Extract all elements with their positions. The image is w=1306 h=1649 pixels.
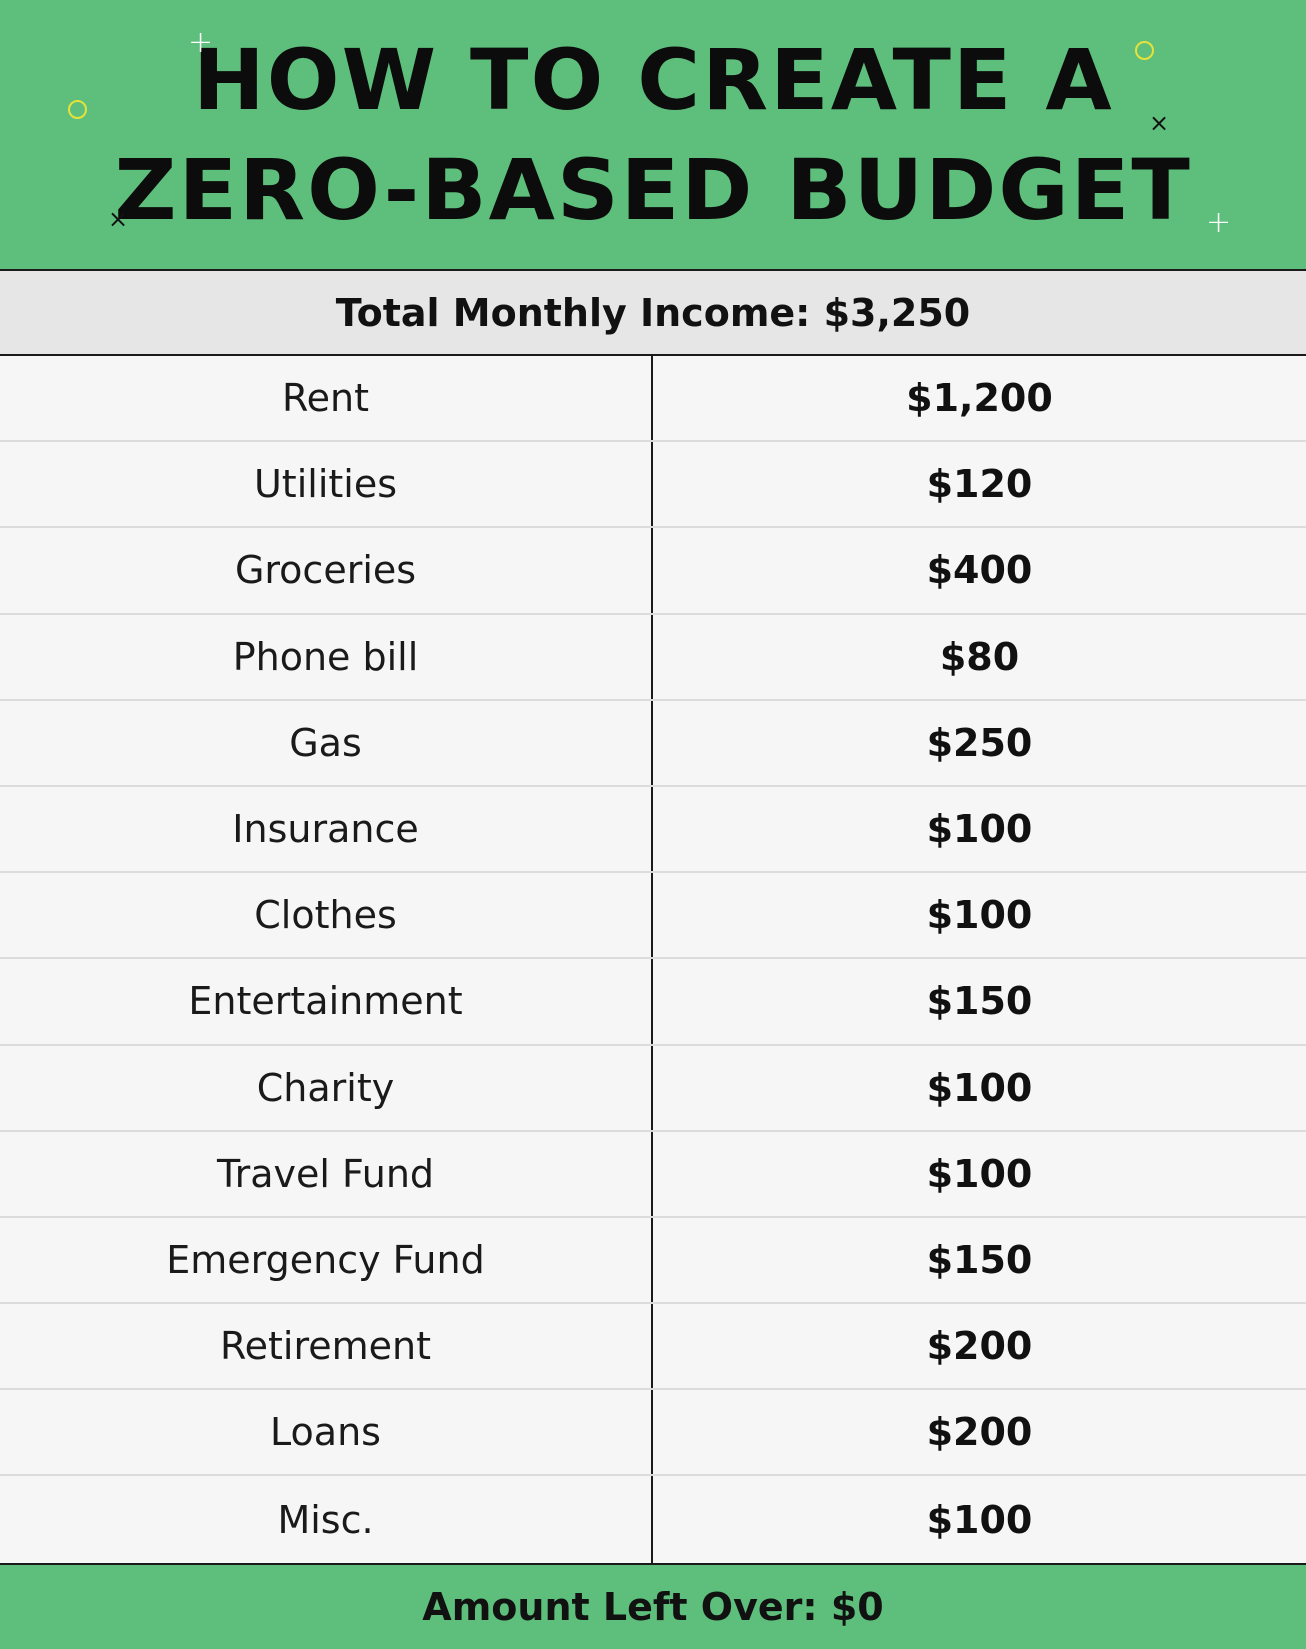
amount-cell: $150 <box>926 1237 1033 1282</box>
amount-cell: $1,200 <box>906 376 1053 421</box>
amount-cell: $100 <box>926 1497 1033 1542</box>
ring-sparkle-icon <box>68 100 87 119</box>
amount-cell: $400 <box>926 548 1033 593</box>
total-income-bar: Total Monthly Income: $3,250 <box>0 271 1306 356</box>
table-row: Retirement $200 <box>0 1304 1306 1391</box>
category-cell: Insurance <box>0 786 653 872</box>
amount-cell: $100 <box>926 1151 1033 1196</box>
amount-cell: $80 <box>939 634 1020 679</box>
table-row: Gas $250 <box>0 700 1306 787</box>
category-cell: Phone bill <box>0 614 653 699</box>
cross-sparkle-icon: × <box>1149 109 1170 137</box>
amount-cell: $100 <box>926 893 1033 938</box>
title-banner: HOW TO CREATE A ZERO-BASED BUDGET + × × … <box>0 0 1306 271</box>
amount-left-over-bar: Amount Left Over: $0 <box>0 1563 1306 1649</box>
cross-sparkle-icon: × <box>108 205 129 233</box>
table-row: Groceries $400 <box>0 528 1306 615</box>
table-row: Travel Fund $100 <box>0 1131 1306 1218</box>
category-cell: Gas <box>0 700 653 785</box>
amount-cell: $200 <box>926 1324 1033 1369</box>
budget-table: Rent $1,200 Utilities $120 Groceries $40… <box>0 356 1306 1563</box>
table-row: Charity $100 <box>0 1045 1306 1132</box>
category-cell: Travel Fund <box>0 1131 653 1216</box>
amount-cell: $250 <box>926 720 1033 765</box>
table-row: Loans $200 <box>0 1390 1306 1477</box>
table-row: Misc. $100 <box>0 1476 1306 1563</box>
page-title-line-2: ZERO-BASED BUDGET <box>114 140 1192 239</box>
plus-sparkle-icon: + <box>1206 205 1232 240</box>
amount-cell: $150 <box>926 979 1033 1024</box>
amount-cell: $100 <box>926 1065 1033 1110</box>
category-cell: Groceries <box>0 528 653 613</box>
page-title-line-1: HOW TO CREATE A <box>192 30 1114 129</box>
table-row: Utilities $120 <box>0 442 1306 529</box>
category-cell: Charity <box>0 1045 653 1130</box>
plus-sparkle-icon: + <box>188 25 214 60</box>
category-cell: Entertainment <box>0 959 653 1044</box>
category-cell: Loans <box>0 1390 653 1475</box>
category-cell: Emergency Fund <box>0 1217 653 1303</box>
table-row: Insurance $100 <box>0 786 1306 874</box>
table-row: Entertainment $150 <box>0 959 1306 1046</box>
amount-cell: $100 <box>926 807 1033 852</box>
category-cell: Clothes <box>0 873 653 958</box>
category-cell: Rent <box>0 356 653 441</box>
amount-cell: $120 <box>926 462 1033 507</box>
table-row: Emergency Fund $150 <box>0 1217 1306 1305</box>
table-row: Clothes $100 <box>0 873 1306 960</box>
table-row: Rent $1,200 <box>0 356 1306 443</box>
table-row: Phone bill $80 <box>0 614 1306 701</box>
ring-sparkle-icon <box>1135 41 1154 60</box>
category-cell: Misc. <box>0 1476 653 1563</box>
amount-cell: $200 <box>926 1410 1033 1455</box>
category-cell: Retirement <box>0 1304 653 1389</box>
category-cell: Utilities <box>0 442 653 527</box>
